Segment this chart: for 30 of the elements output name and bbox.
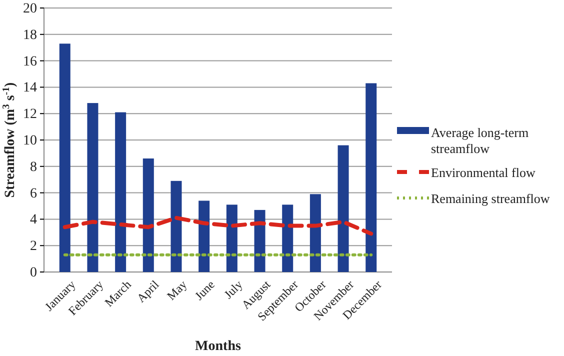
- legend-label: Remaining streamflow: [431, 191, 550, 206]
- x-tick-label: June: [192, 277, 218, 303]
- bar: [338, 145, 349, 272]
- bar: [115, 112, 126, 272]
- legend-label: Environmental flow: [431, 165, 536, 180]
- bar: [142, 158, 154, 272]
- x-tick-label: May: [164, 277, 190, 303]
- y-tick-label: 14: [23, 80, 37, 96]
- line-series: [62, 216, 374, 236]
- legend-label: Average long-term streamflow: [431, 125, 529, 156]
- bar: [310, 194, 321, 272]
- bar: [226, 204, 238, 272]
- y-tick-label: 20: [23, 1, 37, 16]
- bar: [59, 44, 70, 272]
- bar: [170, 180, 182, 272]
- y-tick-label: 16: [23, 54, 37, 70]
- y-tick-label: 4: [30, 212, 37, 228]
- x-axis-title: Months: [195, 339, 242, 354]
- y-tick-label: 2: [30, 239, 37, 254]
- bar: [282, 204, 294, 272]
- bar: [366, 83, 377, 272]
- y-tick-label: 8: [30, 160, 37, 175]
- x-tick-label: July: [221, 277, 246, 302]
- y-tick-label: 6: [30, 186, 37, 202]
- y-tick-label: 12: [23, 107, 37, 122]
- bar: [198, 200, 210, 272]
- y-tick-label: 10: [23, 133, 37, 148]
- bar: [87, 103, 98, 272]
- y-tick-label: 0: [30, 265, 37, 280]
- y-tick-label: 18: [23, 28, 37, 43]
